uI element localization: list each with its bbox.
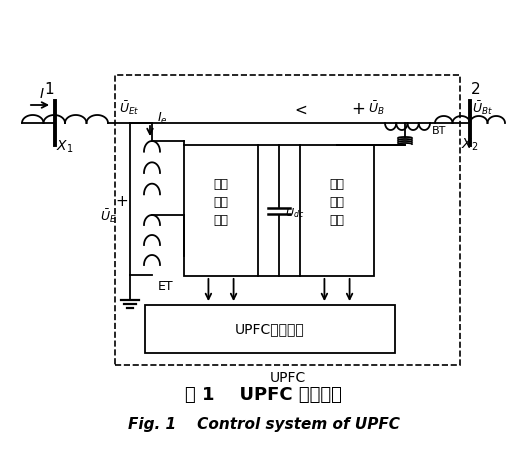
Text: UPFC控制系统: UPFC控制系统 [235,322,305,336]
Text: Fig. 1    Control system of UPFC: Fig. 1 Control system of UPFC [128,418,399,433]
Bar [300,145,374,276]
Text: I: I [40,87,44,101]
Bar [115,75,460,365]
Bar [184,145,258,276]
Text: $X_2$: $X_2$ [461,137,479,154]
Text: BT: BT [432,126,446,136]
Text: +: + [115,194,129,209]
Text: $\bar{U}_E$: $\bar{U}_E$ [100,207,116,225]
Text: $<$: $<$ [292,103,308,118]
Text: +: + [351,100,365,118]
Text: $I_e$: $I_e$ [157,111,168,126]
Text: UPFC: UPFC [269,371,306,385]
Text: $\bar{U}_B$: $\bar{U}_B$ [368,99,385,117]
Text: ET: ET [158,280,173,293]
Text: $U_{dc}$: $U_{dc}$ [285,206,304,220]
Text: $\bar{U}_{Bt}$: $\bar{U}_{Bt}$ [472,99,493,117]
Text: 图 1    UPFC 控制系统: 图 1 UPFC 控制系统 [185,386,342,404]
Text: 2: 2 [471,82,481,97]
Text: $X_1$: $X_1$ [56,139,74,155]
Bar [145,305,395,353]
Text: 并联
侧转
换器: 并联 侧转 换器 [213,178,229,227]
Text: 串联
侧转
换器: 串联 侧转 换器 [329,178,345,227]
Text: $\bar{U}_{Et}$: $\bar{U}_{Et}$ [119,99,140,117]
Text: 1: 1 [44,82,54,97]
